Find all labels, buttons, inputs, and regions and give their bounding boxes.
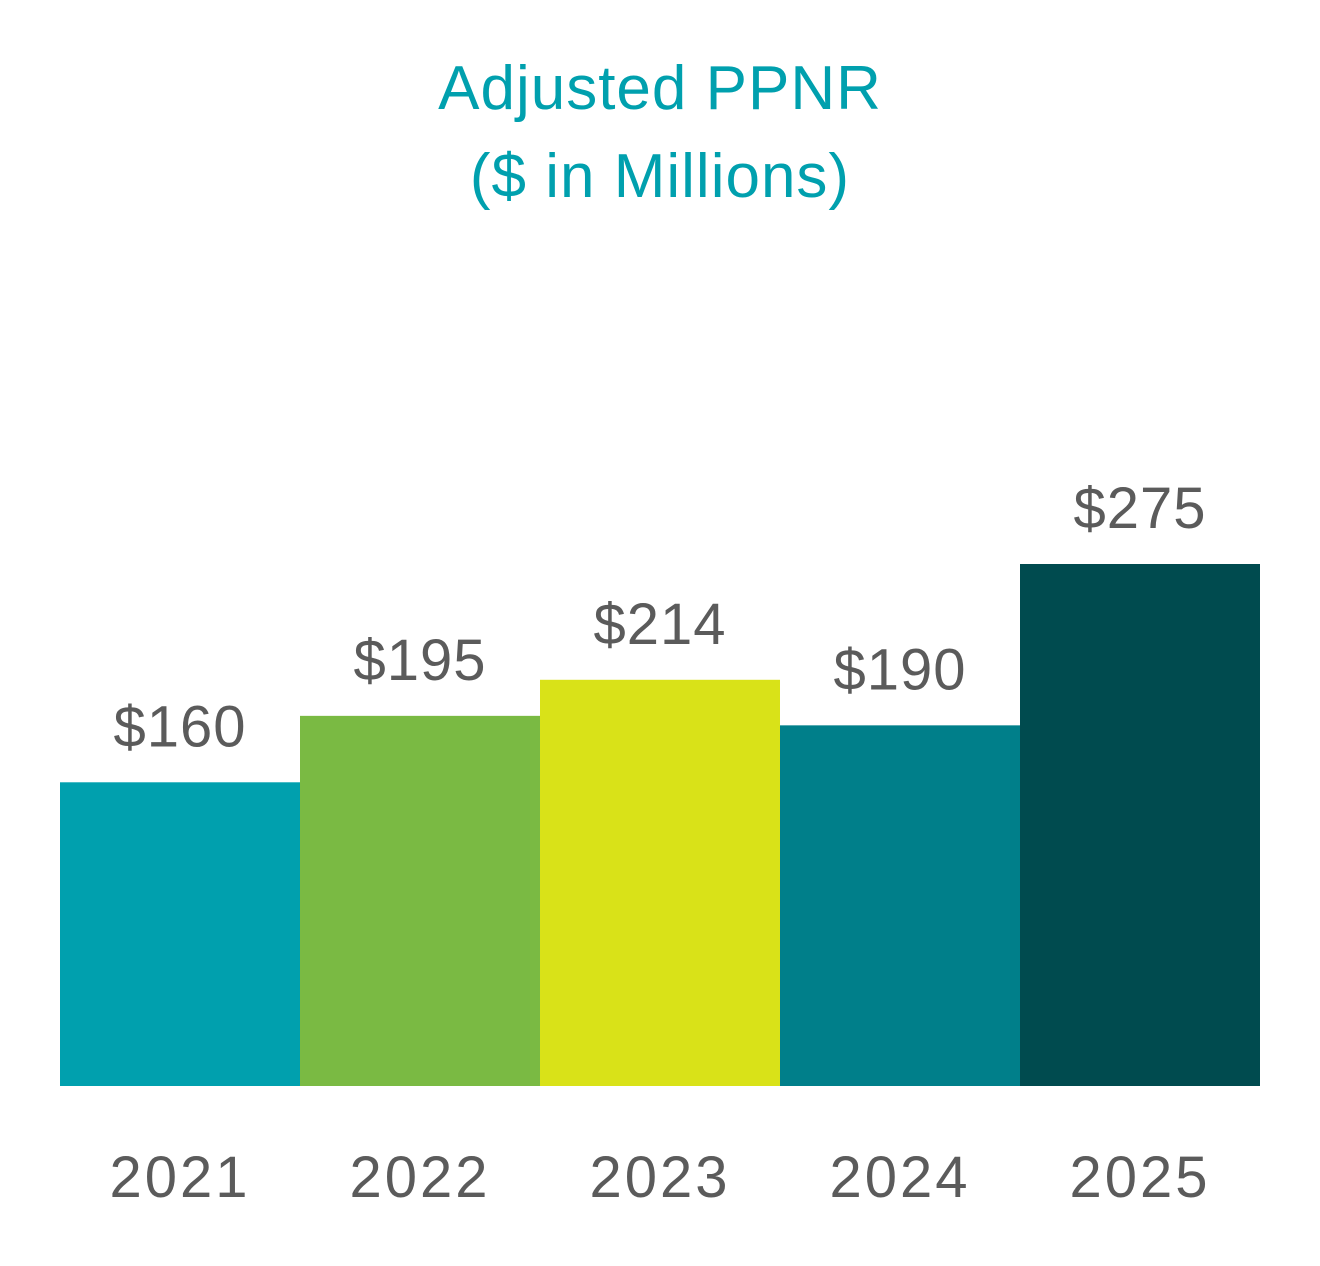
value-label-2023: $214 bbox=[593, 592, 726, 657]
category-label-2021: 2021 bbox=[109, 1145, 250, 1210]
value-label-2021: $160 bbox=[113, 694, 246, 759]
chart-title-line-1: Adjusted PPNR bbox=[438, 54, 882, 123]
value-labels-group: $160 $195 $214 $190 $275 bbox=[113, 476, 1206, 759]
bar-2024 bbox=[780, 725, 1020, 1086]
bar-2021 bbox=[60, 782, 300, 1086]
category-labels-group: 2021 2022 2023 2024 2025 bbox=[109, 1145, 1210, 1210]
bar-2023 bbox=[540, 679, 780, 1086]
bar-2022 bbox=[300, 715, 540, 1086]
category-label-2024: 2024 bbox=[829, 1145, 970, 1210]
category-label-2023: 2023 bbox=[589, 1145, 730, 1210]
category-label-2022: 2022 bbox=[349, 1145, 490, 1210]
value-label-2024: $190 bbox=[833, 637, 966, 702]
value-label-2025: $275 bbox=[1073, 476, 1206, 541]
bars-group bbox=[60, 564, 1260, 1086]
bar-2025 bbox=[1020, 564, 1260, 1086]
chart-title-line-2: ($ in Millions) bbox=[469, 142, 851, 211]
value-label-2022: $195 bbox=[353, 628, 486, 693]
category-label-2025: 2025 bbox=[1069, 1145, 1210, 1210]
